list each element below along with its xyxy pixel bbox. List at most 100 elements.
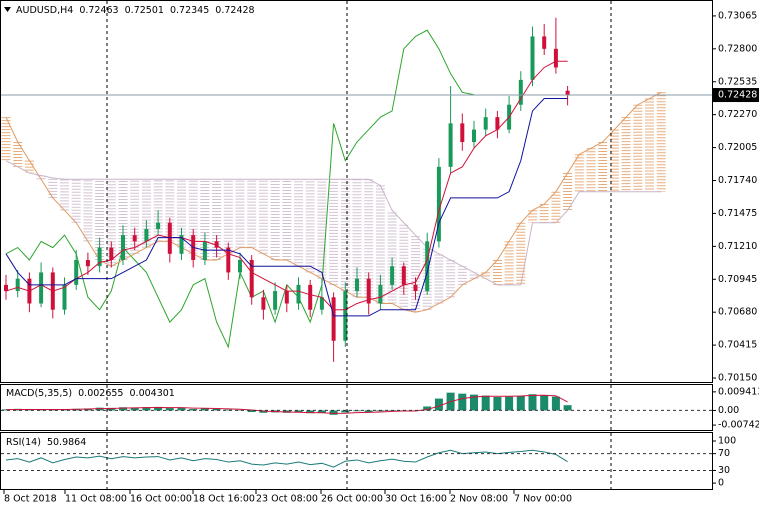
macd-bar: [329, 410, 338, 415]
rsi-title: RSI(14): [6, 437, 41, 448]
y-tick-label: 0.70945: [718, 274, 757, 285]
macd-bar: [189, 408, 198, 411]
candle-body: [319, 297, 324, 310]
candle-body: [472, 129, 476, 142]
y-tick-label: 0.71210: [718, 241, 757, 252]
candle-body: [156, 222, 161, 229]
x-tick-label: 11 Oct 08:00: [65, 494, 127, 505]
macd-bar: [130, 407, 139, 411]
candle-body: [565, 90, 570, 96]
x-tick-label: 16 Oct 00:00: [130, 494, 192, 505]
candle-body: [483, 117, 488, 130]
candle-body: [436, 166, 441, 242]
candle-body: [390, 266, 395, 285]
candle-body: [378, 284, 383, 304]
candle-body: [39, 272, 44, 304]
candle-body: [249, 260, 254, 298]
close-value: 0.72428: [215, 5, 254, 16]
x-tick-label: 30 Oct 16:00: [385, 494, 447, 505]
macd-bar: [551, 396, 560, 411]
macd-bar: [563, 405, 572, 411]
candle-body: [413, 284, 418, 292]
candle-body: [542, 36, 547, 49]
candle-body: [366, 278, 371, 304]
y-tick-label: 0.71475: [718, 208, 757, 219]
macd-bar: [224, 409, 233, 411]
macd-bar: [458, 393, 467, 411]
macd-bar: [505, 396, 514, 411]
low-value: 0.72345: [170, 5, 209, 16]
candle-body: [448, 123, 453, 167]
symbol: AUDUSD,H4: [16, 5, 73, 16]
candle-body: [308, 284, 313, 310]
macd-bar: [236, 409, 244, 411]
y-tick-label: 30: [718, 465, 730, 476]
tenkan-line: [5, 60, 568, 311]
macd-signal-line: [5, 394, 568, 414]
macd-bar: [154, 406, 163, 411]
x-tick-label: 18 Oct 16:00: [193, 494, 255, 505]
macd-bar: [423, 406, 432, 411]
candle-body: [238, 260, 242, 273]
candle-body: [4, 284, 8, 292]
x-tick-label: 26 Oct 00:00: [321, 494, 383, 505]
macd-title: MACD(5,35,5): [6, 388, 72, 399]
candle-body: [460, 123, 465, 142]
candle-body: [121, 235, 125, 261]
overlay: 0.73065 0.72800 0.72535 0.72270 0.72005 0.717…: [1, 10, 759, 505]
kijun-line: [5, 98, 568, 317]
candle-body: [74, 260, 79, 285]
y-tick-label: 0: [718, 478, 724, 489]
x-tick-label: 23 Oct 08:00: [256, 494, 318, 505]
candle-body: [518, 79, 523, 105]
rsi-frame: [0, 432, 713, 490]
macd-value: 0.002655: [78, 388, 123, 399]
candle-body: [331, 297, 336, 341]
candle-body: [62, 284, 67, 310]
y-tick-label: 0.00: [718, 405, 739, 416]
macd-bar: [48, 409, 57, 411]
y-tick-label: 0.70680: [718, 307, 757, 318]
y-tick-label: 0.73065: [718, 10, 757, 21]
candle-body: [109, 247, 114, 261]
main-panel: [2, 17, 662, 468]
y-tick-label: 70: [718, 448, 730, 459]
y-tick-label: 0.009413: [718, 386, 759, 397]
macd-header: MACD(5,35,5) 0.002655 0.004301: [6, 388, 175, 399]
macd-bar: [493, 397, 502, 411]
macd-bar: [165, 408, 174, 411]
macd-bar: [481, 395, 490, 411]
y-tick-label: 0.72535: [718, 76, 757, 87]
candle-body: [355, 278, 359, 292]
candle-body: [261, 297, 266, 310]
macd-bar: [247, 410, 256, 413]
candle-body: [425, 241, 430, 292]
macd-bar: [200, 408, 209, 411]
candle-body: [214, 241, 219, 248]
candle-body: [97, 247, 102, 267]
macd-bar: [341, 410, 350, 413]
y-tick-label: 0.72800: [718, 43, 757, 54]
macd-frame: [0, 384, 713, 431]
macd-bar: [177, 407, 186, 411]
candle-body: [273, 291, 278, 310]
candle-body: [401, 266, 406, 285]
span-a-line: [5, 91, 662, 313]
macd-bar: [212, 408, 221, 411]
candle-body: [15, 278, 20, 292]
candle-body: [296, 284, 301, 304]
candle-body: [202, 241, 207, 261]
candle-body: [495, 117, 500, 130]
macd-bar: [364, 410, 373, 413]
span-b-line: [5, 160, 662, 286]
price-tag-label: 0.72428: [718, 90, 757, 101]
y-tick-label: 0.70415: [718, 340, 757, 351]
macd-bar: [470, 394, 478, 411]
chart-header: AUDUSD,H4 0.72463 0.72501 0.72345 0.7242…: [16, 5, 255, 16]
candle-body: [284, 291, 289, 304]
macd-bar: [25, 409, 34, 411]
candle-body: [85, 260, 90, 267]
x-tick-label: 2 Nov 08:00: [450, 494, 508, 505]
y-tick-label: 0.72270: [718, 109, 757, 120]
